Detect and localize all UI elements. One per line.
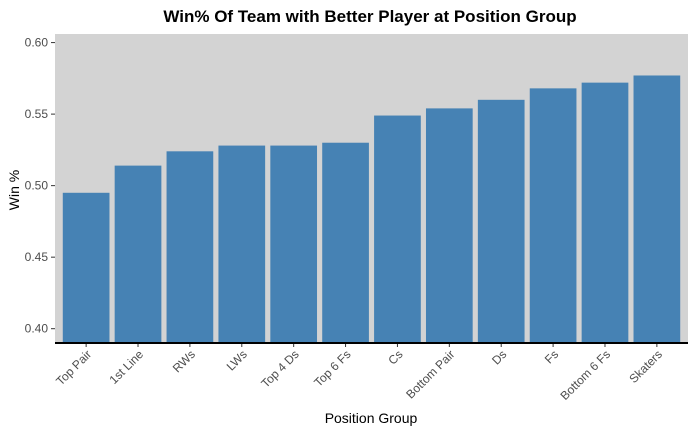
x-tick-label: Top 4 Ds — [258, 347, 301, 390]
y-tick-label: 0.55 — [25, 107, 49, 121]
x-tick-label: Top 6 Fs — [311, 347, 353, 389]
y-axis: 0.40 0.45 0.50 0.55 0.60 — [25, 36, 55, 336]
bars-group — [62, 75, 681, 344]
bar-9 — [529, 88, 577, 343]
y-tick-label: 0.50 — [25, 179, 49, 193]
bar-1 — [114, 165, 162, 343]
bar-10 — [581, 82, 629, 343]
y-tick-label: 0.45 — [25, 250, 49, 264]
bar-8 — [477, 99, 525, 343]
bar-6 — [374, 115, 421, 343]
x-tick-label: LWs — [224, 347, 250, 373]
x-tick-label: Top Pair — [53, 347, 94, 388]
x-axis-title: Position Group — [325, 410, 418, 426]
x-tick-label: RWs — [170, 347, 198, 375]
x-tick-label: 1st Line — [107, 347, 147, 387]
x-tick-label: Ds — [489, 347, 509, 367]
bar-3 — [218, 145, 266, 343]
x-tick-label: Cs — [385, 347, 405, 367]
bar-4 — [270, 145, 318, 343]
y-tick-label: 0.60 — [25, 36, 49, 50]
x-tick-label: Skaters — [626, 347, 665, 386]
x-axis: Top Pair 1st Line RWs LWs Top 4 Ds Top 6 Fs Cs… — [53, 342, 688, 403]
chart-title: Win% Of Team with Better Player at Posit… — [163, 7, 576, 26]
bar-5 — [322, 142, 369, 343]
bar-2 — [166, 151, 214, 343]
x-tick-label: Bottom 6 Fs — [557, 347, 613, 403]
bar-7 — [425, 108, 473, 343]
bar-11 — [633, 75, 681, 344]
y-tick-label: 0.40 — [25, 322, 49, 336]
y-axis-title: Win % — [6, 170, 22, 210]
x-tick-label: Fs — [542, 347, 561, 366]
x-tick-label: Bottom Pair — [403, 347, 457, 401]
bar-0 — [62, 192, 110, 343]
